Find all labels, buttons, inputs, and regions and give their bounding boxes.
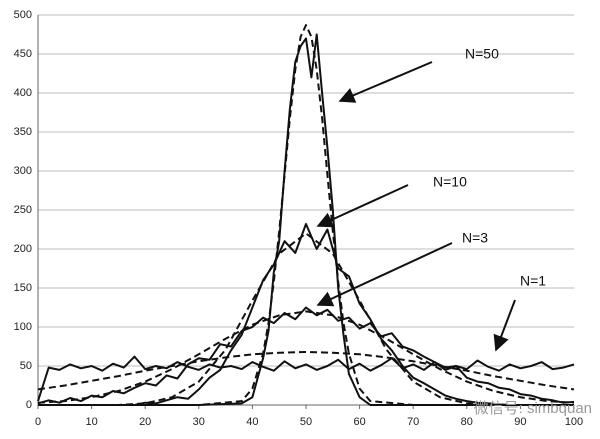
- y-tick-label: 150: [14, 282, 32, 294]
- x-tick-label: 40: [246, 416, 258, 428]
- y-tick-label: 300: [14, 165, 32, 177]
- annotation-arrow: [316, 242, 453, 307]
- x-tick-label: 50: [300, 416, 312, 428]
- x-tick-label: 10: [85, 416, 97, 428]
- x-tick-label: 80: [461, 416, 473, 428]
- data-line: [38, 223, 574, 406]
- labels: 0 50 100 150 200 250 300 350 400 450 500 0 10 20 30 40 5…: [14, 9, 592, 428]
- x-tick-label: 0: [35, 416, 41, 428]
- y-tick-label: 500: [14, 9, 32, 21]
- x-tick-label: 30: [193, 416, 205, 428]
- plot-lines: [37, 24, 575, 406]
- data-line: [38, 33, 574, 406]
- x-tick-label: 60: [353, 416, 365, 428]
- x-tick-label: 70: [407, 416, 419, 428]
- annotation-arrow: [316, 184, 409, 228]
- fit-curve: [37, 351, 575, 391]
- annotation: N=1: [520, 273, 546, 289]
- fit-curve: [38, 232, 574, 406]
- x-tick-label: 100: [565, 416, 583, 428]
- y-tick-label: 0: [26, 399, 32, 411]
- annotation: N=3: [462, 230, 488, 246]
- y-tick-label: 250: [14, 204, 32, 216]
- y-tick-label: 400: [14, 87, 32, 99]
- annotation-arrow: [493, 299, 516, 352]
- fit-curve: [37, 310, 575, 404]
- data-line: [37, 306, 575, 405]
- data-line: [37, 355, 575, 402]
- x-tick-label: 90: [514, 416, 526, 428]
- y-tick-label: 100: [14, 321, 32, 333]
- x-tick-label: 20: [139, 416, 151, 428]
- y-tick-label: 50: [20, 360, 32, 372]
- annotation: N=50: [465, 46, 499, 62]
- fit-curve: [38, 24, 574, 406]
- annotation: N=10: [433, 174, 467, 190]
- annotation-arrow: [338, 61, 433, 103]
- grid: [37, 14, 575, 409]
- watermark: 微信号: simbquan: [474, 400, 592, 417]
- y-tick-label: 200: [14, 243, 32, 255]
- y-tick-label: 450: [14, 48, 32, 60]
- y-tick-label: 350: [14, 126, 32, 138]
